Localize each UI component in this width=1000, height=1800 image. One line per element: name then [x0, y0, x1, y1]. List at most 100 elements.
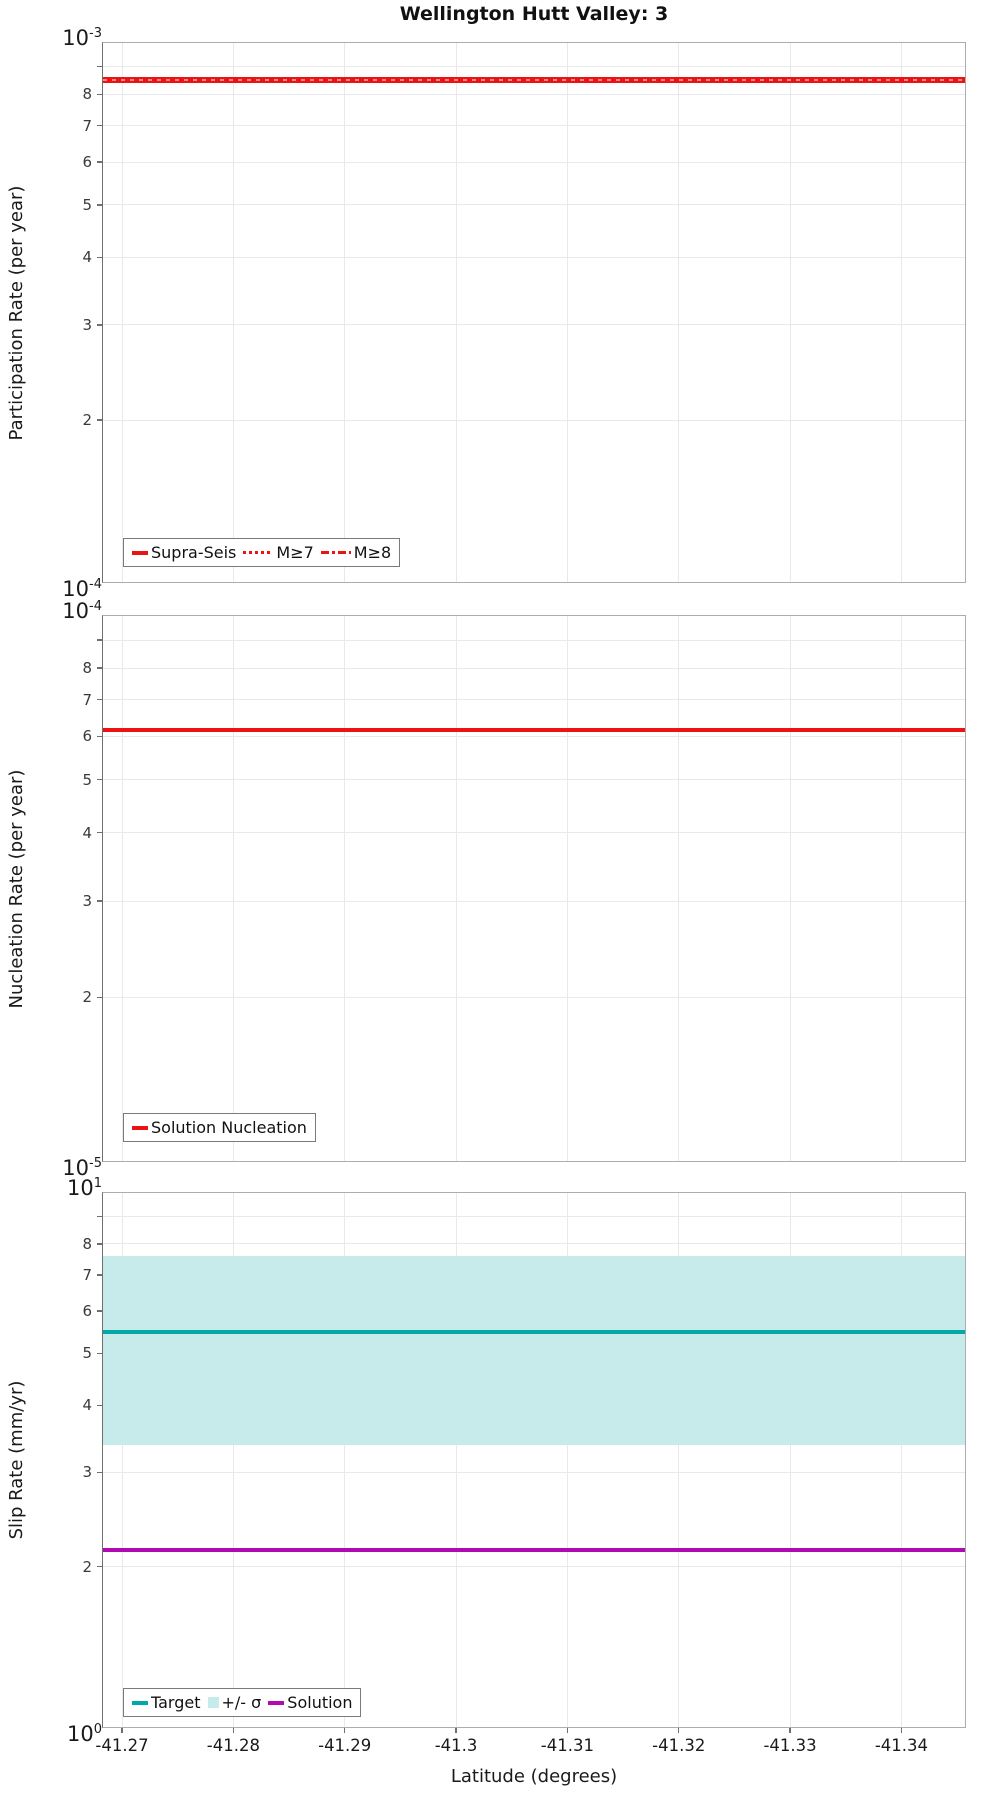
x-tick-mark	[678, 1728, 680, 1733]
series-line-target	[103, 1330, 965, 1334]
x-tick-label: -41.34	[874, 1736, 929, 1755]
y-tick-mark	[97, 204, 102, 206]
y-axis-power-label: 101	[66, 1176, 102, 1200]
legend-item: Solution Nucleation	[132, 1118, 307, 1137]
x-gridline	[232, 1192, 234, 1728]
y-gridline	[102, 324, 966, 326]
y-gridline	[102, 419, 966, 421]
x-gridline	[789, 615, 791, 1162]
y-tick-mark	[97, 831, 102, 834]
sigma-band	[103, 1256, 965, 1446]
x-tick-mark	[121, 1728, 123, 1733]
x-tick-label: -41.29	[318, 1736, 372, 1755]
legend-label: +/- σ	[221, 1693, 262, 1712]
y-tick-label: 2	[82, 988, 92, 1007]
y-tick-mark	[97, 419, 102, 421]
x-tick-mark	[232, 1728, 235, 1733]
x-gridline	[566, 615, 568, 1162]
x-tick-mark	[789, 1728, 791, 1733]
y-gridline	[102, 93, 966, 95]
y-gridline	[102, 779, 966, 781]
y-tick-label: 5	[82, 195, 92, 214]
y-tick-label: 3	[82, 315, 92, 334]
x-gridline	[121, 615, 123, 1162]
legend-item: M≥7	[243, 543, 314, 562]
legend-participation: Supra-Seis M≥7 M≥8	[123, 538, 401, 567]
y-tick-label: 7	[82, 690, 92, 709]
x-gridline	[455, 615, 457, 1162]
y-tick-mark	[97, 699, 102, 701]
legend-slip-rate: Target +/- σ Solution	[123, 1688, 362, 1717]
y-gridline	[102, 667, 966, 669]
y-tick-mark	[97, 256, 102, 258]
legend-item: Target	[132, 1693, 201, 1712]
y-tick-mark	[97, 1243, 102, 1245]
y-tick-mark	[97, 1404, 102, 1406]
legend-swatch-solid	[132, 1125, 148, 1130]
x-gridline	[121, 1192, 123, 1728]
y-tick-label: 5	[82, 1344, 92, 1363]
x-gridline	[121, 42, 123, 583]
x-tick-label: -41.31	[540, 1736, 594, 1755]
x-gridline	[344, 615, 346, 1162]
legend-item: +/- σ	[207, 1693, 262, 1712]
x-gridline	[232, 42, 234, 583]
x-gridline	[566, 1192, 568, 1728]
y-axis-power-label: 10-5	[62, 1156, 102, 1180]
y-tick-mark	[97, 996, 102, 999]
y-gridline	[102, 1216, 966, 1218]
x-gridline	[344, 42, 346, 583]
legend-nucleation: Solution Nucleation	[123, 1113, 316, 1142]
y-tick-label: 2	[82, 411, 92, 430]
y-tick-mark	[97, 161, 102, 163]
x-gridline	[900, 615, 902, 1162]
y-tick-label: 6	[82, 1301, 92, 1320]
x-gridline	[344, 1192, 346, 1728]
y-tick-mark	[97, 667, 102, 669]
x-tick-label: -41.32	[652, 1736, 706, 1755]
plot-panel-participation	[102, 42, 966, 583]
x-gridline	[678, 615, 680, 1162]
y-tick-label: 7	[82, 116, 92, 135]
y-gridline	[102, 996, 966, 998]
y-tick-mark	[97, 1274, 102, 1276]
y-tick-mark	[97, 1310, 102, 1312]
legend-item: Supra-Seis	[132, 543, 236, 562]
y-axis-power-label: 10-3	[62, 26, 102, 50]
y-gridline	[102, 639, 966, 641]
x-tick-label: -41.3	[434, 1736, 478, 1755]
plot-panel-slip-rate	[102, 1192, 966, 1728]
y-tick-label: 6	[82, 153, 92, 172]
legend-label: Solution Nucleation	[151, 1118, 307, 1137]
y-tick-label: 6	[82, 727, 92, 746]
x-gridline	[900, 42, 902, 583]
plot-panel-nucleation	[102, 615, 966, 1162]
legend-label: Target	[151, 1693, 201, 1712]
legend-swatch-dashdot	[320, 550, 351, 555]
y-gridline	[102, 1566, 966, 1568]
y-gridline	[102, 900, 966, 902]
x-gridline	[566, 42, 568, 583]
legend-label: Solution	[287, 1693, 353, 1712]
y-tick-mark	[97, 778, 102, 781]
x-tick-label: -41.27	[95, 1736, 149, 1755]
x-gridline	[678, 1192, 680, 1728]
y-gridline	[102, 699, 966, 701]
y-tick-mark	[97, 735, 102, 738]
y-gridline	[102, 125, 966, 127]
y-tick-label: 8	[82, 659, 92, 677]
y-tick-mark	[97, 1565, 102, 1568]
x-gridline	[455, 42, 457, 583]
x-tick-mark	[344, 1728, 346, 1733]
y-tick-label: 4	[82, 823, 92, 842]
y-tick-mark	[97, 93, 102, 96]
y-tick-label: 3	[82, 892, 92, 910]
x-gridline	[900, 1192, 902, 1728]
y-gridline	[102, 832, 966, 834]
y-tick-label: 3	[82, 1463, 92, 1482]
y-tick-label: 4	[82, 1396, 92, 1415]
legend-swatch-patch	[207, 1697, 219, 1708]
legend-swatch-solid	[268, 1700, 285, 1705]
x-axis-label: Latitude (degrees)	[450, 1766, 618, 1787]
